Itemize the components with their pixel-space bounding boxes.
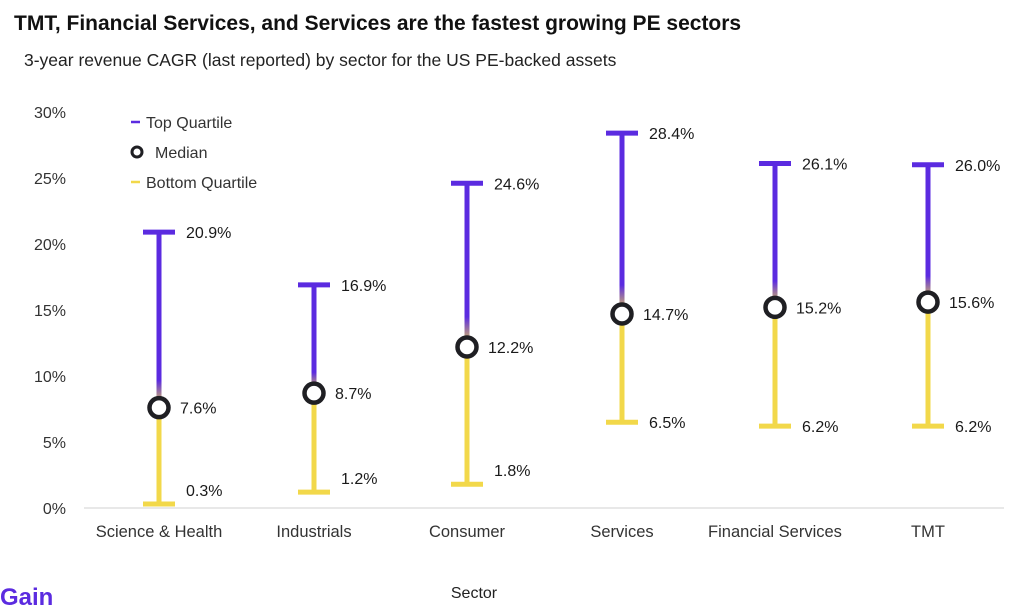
median-marker [147, 395, 171, 420]
y-tick-label: 10% [34, 369, 66, 386]
legend-label-bottom-quartile: Bottom Quartile [146, 175, 257, 192]
median-label: 14.7% [643, 307, 688, 324]
legend-label-median: Median [155, 145, 207, 162]
x-tick-label: Industrials [276, 523, 351, 541]
y-tick-label: 30% [34, 105, 66, 122]
bottom-quartile-label: 1.8% [494, 463, 530, 480]
range-mark: 26.0% 15.6% 6.2% [912, 158, 1000, 436]
legend: Top Quartile Median Bottom Quartile [130, 115, 257, 192]
bottom-quartile-label: 6.2% [955, 419, 991, 436]
top-quartile-label: 20.9% [186, 225, 231, 242]
range-mark: 26.1% 15.2% 6.2% [759, 156, 847, 436]
top-quartile-label: 26.1% [802, 156, 847, 173]
median-marker [302, 381, 326, 405]
y-tick-label: 0% [43, 501, 66, 518]
bottom-quartile-label: 0.3% [186, 483, 222, 500]
y-tick-label: 25% [34, 171, 66, 188]
range-mark: 20.9% 7.6% 0.3% [143, 225, 231, 507]
legend-swatch-median [130, 145, 144, 159]
median-label: 15.2% [796, 300, 841, 317]
bottom-quartile-label: 1.2% [341, 471, 377, 488]
median-marker [455, 335, 479, 359]
top-quartile-label: 24.6% [494, 176, 539, 193]
x-tick-label: TMT [911, 523, 945, 541]
median-label: 8.7% [335, 386, 371, 403]
chart-title: TMT, Financial Services, and Services ar… [14, 12, 742, 35]
y-tick-label: 15% [34, 303, 66, 320]
brand-logo: Gain [0, 584, 54, 611]
median-label: 15.6% [949, 295, 994, 312]
median-marker [610, 302, 634, 326]
range-mark: 28.4% 14.7% 6.5% [606, 126, 694, 432]
y-tick-label: 20% [34, 237, 66, 254]
y-tick-label: 5% [43, 435, 66, 452]
x-tick-label: Financial Services [708, 523, 842, 541]
top-quartile-label: 26.0% [955, 158, 1000, 175]
median-label: 7.6% [180, 401, 216, 418]
x-tick-label: Science & Health [96, 523, 223, 541]
bottom-quartile-label: 6.2% [802, 419, 838, 436]
median-marker [916, 290, 940, 314]
top-quartile-label: 16.9% [341, 278, 386, 295]
median-label: 12.2% [488, 340, 533, 357]
bottom-quartile-label: 6.5% [649, 415, 685, 432]
top-quartile-label: 28.4% [649, 126, 694, 143]
range-mark: 24.6% 12.2% 1.8% [451, 176, 539, 487]
chart-marks: 20.9% 7.6% 0.3% 16.9% 8.7% 1.2% 24.6% 12.2% 1.8%… [143, 126, 1000, 507]
chart-subtitle: 3-year revenue CAGR (last reported) by s… [24, 50, 617, 70]
legend-label-top-quartile: Top Quartile [146, 115, 232, 132]
x-tick-label: Services [590, 523, 653, 541]
range-mark: 16.9% 8.7% 1.2% [298, 278, 386, 495]
x-tick-label: Consumer [429, 523, 506, 541]
x-axis-label: Sector [451, 585, 498, 602]
median-marker [763, 295, 787, 320]
axes: 0% 5% 10% 15% 20% 25% 30% Science & Health Indus… [34, 105, 1004, 541]
